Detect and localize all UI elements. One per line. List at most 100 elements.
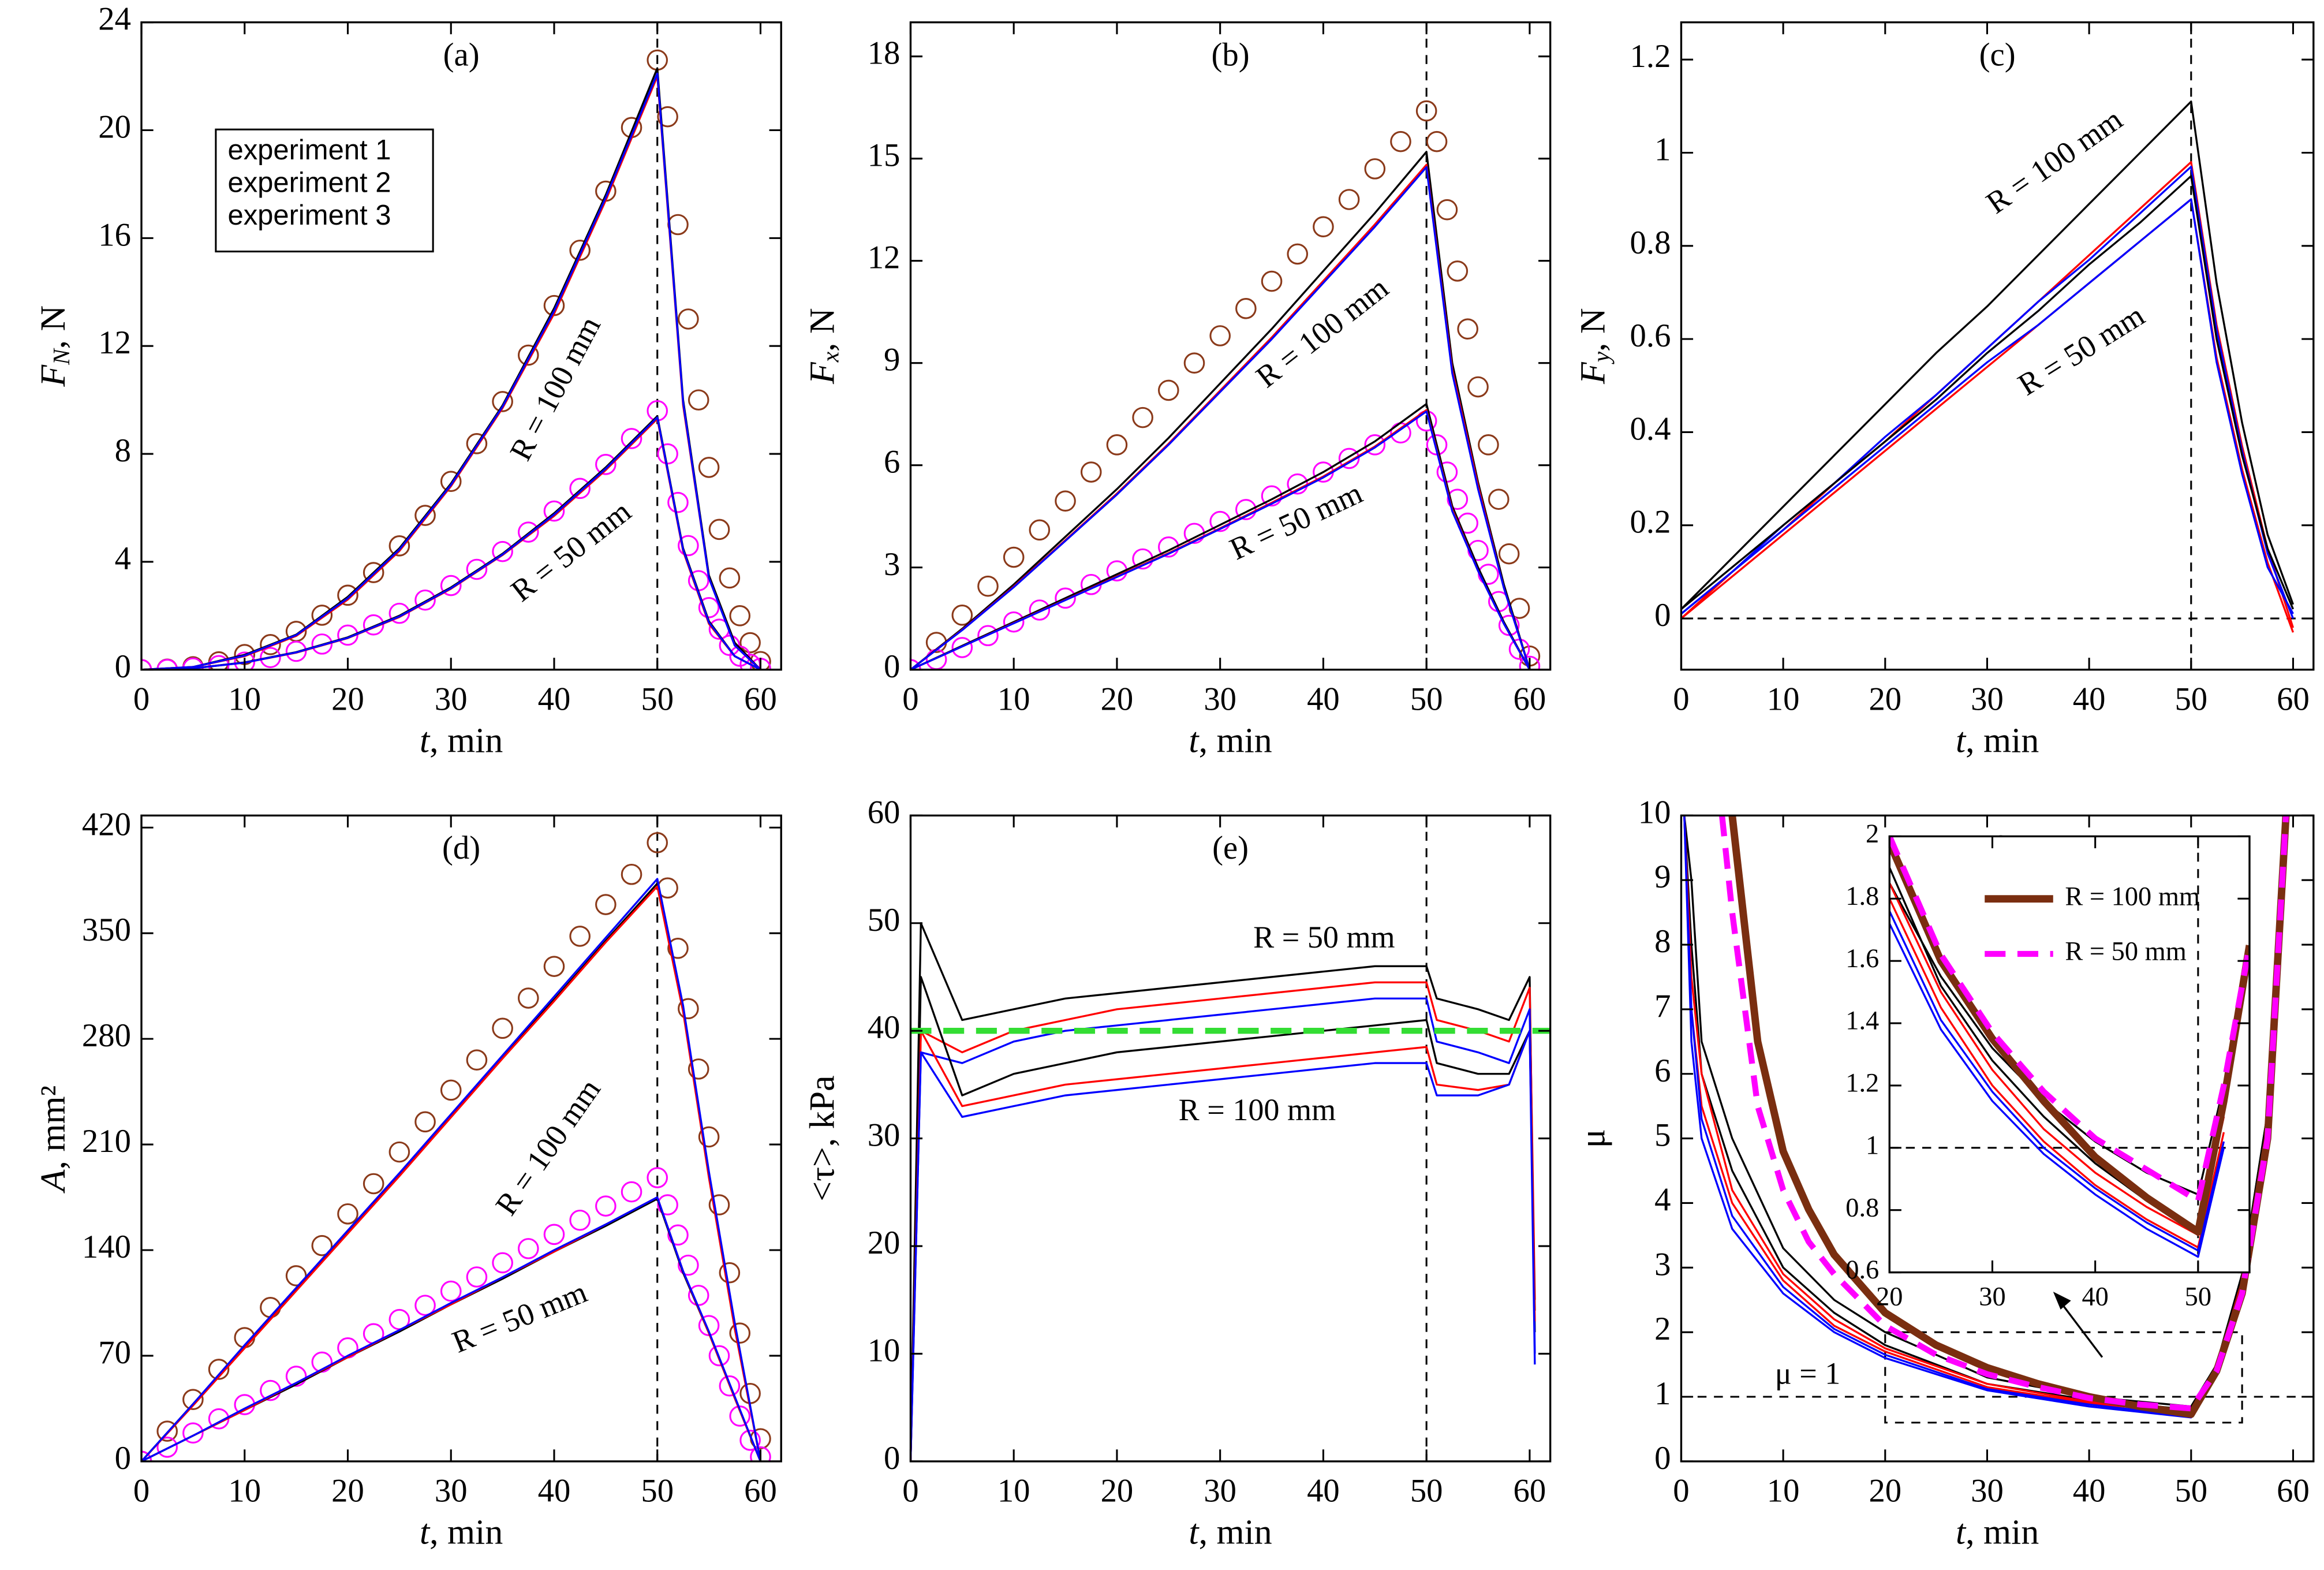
marker [1209, 510, 1231, 532]
marker [621, 863, 642, 885]
marker [678, 308, 699, 330]
marker [1209, 325, 1231, 346]
y-tick-label: 0.8 [1845, 1193, 1879, 1222]
x-axis-label: t, min [1189, 1513, 1272, 1552]
marker [678, 1254, 699, 1276]
legend-entry: experiment 3 [227, 200, 391, 231]
marker [311, 605, 333, 626]
y-tick-label: 8 [1654, 923, 1671, 960]
x-tick-label: 30 [1204, 1473, 1236, 1509]
panel-label: (c) [1979, 37, 2016, 73]
marker [311, 1235, 333, 1256]
annotation: R = 50 mm [2012, 298, 2150, 402]
y-tick-label: 2 [1866, 819, 1879, 849]
line [910, 151, 1531, 670]
annotation: R = 100 mm [488, 1073, 607, 1222]
y-label-unit: , mm² [33, 1086, 73, 1170]
x-tick-label: 0 [902, 681, 918, 717]
x-label-unit: , min [429, 1513, 503, 1552]
y-label-subscript: x [817, 352, 844, 363]
marker [569, 478, 591, 499]
x-tick-label: 50 [641, 1473, 674, 1509]
marker [260, 647, 281, 669]
x-tick-label: 10 [997, 1473, 1030, 1509]
marker [1436, 199, 1458, 221]
marker [285, 640, 307, 662]
y-tick-label: 1.8 [1845, 882, 1879, 911]
y-label-symbol: F [803, 361, 842, 385]
marker [678, 535, 699, 557]
line [141, 415, 761, 670]
y-tick-label: 15 [868, 137, 901, 174]
panel-label: (d) [442, 830, 480, 866]
x-tick-label: 20 [1101, 681, 1134, 717]
marker [492, 540, 513, 562]
marker [739, 632, 761, 654]
panel: 0 10 20 30 40 50 60 0 3 6 9 12 15 18 (b) t, min Fx, N R =… [803, 21, 1552, 760]
panel: 0 10 20 30 40 50 60 0 0.2 0.4 0.6 0.8 1 1.2 (c) t, min F… [1574, 21, 2315, 760]
marker [1132, 407, 1153, 428]
marker [708, 1345, 730, 1367]
y-tick-label: 40 [868, 1009, 901, 1046]
marker [1364, 434, 1386, 456]
line [910, 922, 1536, 1461]
y-tick-label: 4 [1654, 1181, 1671, 1218]
line [1889, 923, 2225, 1258]
marker [977, 575, 999, 597]
y-tick-label: 0.6 [1630, 318, 1671, 354]
marker [1426, 130, 1448, 152]
marker [543, 956, 565, 977]
marker [492, 1017, 513, 1039]
marker [1106, 434, 1128, 456]
annotation: R = 50 mm [1224, 475, 1368, 566]
line [141, 885, 762, 1461]
x-tick-label: 20 [1876, 1282, 1903, 1312]
marker [182, 1389, 204, 1411]
axes-frame [1680, 21, 2315, 671]
marker [621, 428, 642, 449]
marker [1488, 488, 1510, 510]
panel: 0 10 20 30 40 50 60 0 4 8 12 16 20 24 (a) t, min FN, N R … [33, 1, 782, 760]
marker [518, 521, 539, 543]
marker [156, 1436, 178, 1458]
y-tick-label: 2 [1654, 1311, 1671, 1347]
marker [719, 1375, 741, 1397]
x-axis-label: t, min [420, 721, 503, 760]
axes-frame [909, 814, 1552, 1463]
line [1889, 882, 2225, 1196]
x-tick-label: 20 [1101, 1473, 1134, 1509]
marker [466, 1049, 488, 1071]
marker [1080, 461, 1102, 483]
x-tick-label: 50 [2174, 681, 2207, 717]
series-group [910, 815, 1550, 1461]
marker [569, 1209, 591, 1231]
y-tick-label: 18 [868, 35, 901, 72]
y-label-unit: , kPa [803, 1075, 842, 1147]
x-tick-label: 50 [1410, 681, 1443, 717]
inset-background [1889, 836, 2250, 1273]
marker [595, 1195, 617, 1217]
line [141, 1196, 762, 1461]
x-tick-label: 50 [1410, 1473, 1443, 1509]
marker [1261, 270, 1283, 292]
y-tick-label: 24 [98, 1, 131, 38]
y-label-symbol: A [33, 1169, 73, 1194]
marker [285, 1366, 307, 1387]
x-tick-label: 40 [2073, 1473, 2106, 1509]
marker [1390, 130, 1411, 152]
marker [492, 1252, 513, 1274]
marker [518, 344, 539, 366]
x-tick-label: 10 [228, 681, 261, 717]
arrow-shaft [2060, 1302, 2103, 1358]
marker [1235, 499, 1257, 520]
inset-chart: 20 30 40 50 0.6 0.8 1 1.2 1.4 1.6 1.8 2 R = 100 mm R … [1845, 819, 2251, 1312]
marker [466, 433, 488, 454]
x-axis-label: t, min [1956, 721, 2039, 760]
marker [518, 987, 539, 1009]
line [141, 72, 761, 670]
x-tick-label: 30 [1204, 681, 1236, 717]
annotation: R = 100 mm [1250, 270, 1395, 394]
y-label-subscript: y [1588, 351, 1615, 364]
x-label-unit: , min [1199, 721, 1272, 760]
